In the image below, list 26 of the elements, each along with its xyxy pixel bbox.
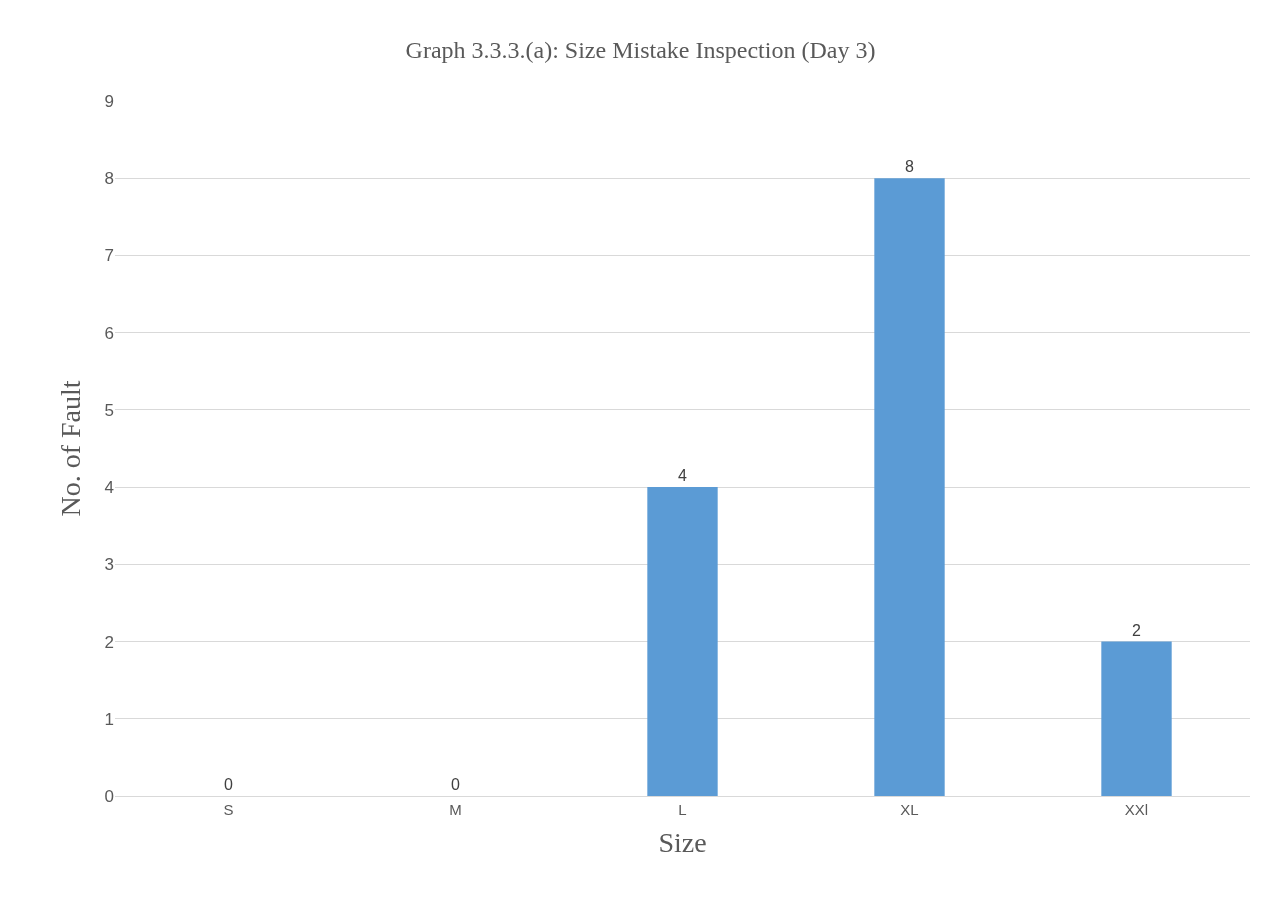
x-axis-title: Size — [658, 827, 707, 859]
bar — [1101, 641, 1172, 796]
x-tick-label: M — [449, 801, 462, 818]
data-label: 0 — [451, 776, 461, 793]
y-tick-label: 5 — [104, 400, 114, 420]
y-tick-label: 6 — [104, 323, 114, 343]
y-tick-label: 4 — [104, 478, 114, 498]
y-tick-label: 2 — [104, 632, 114, 652]
bar — [647, 487, 718, 796]
x-tick-label: XL — [900, 801, 919, 818]
data-label: 2 — [1132, 621, 1142, 639]
y-tick-label: 0 — [104, 786, 114, 806]
y-tick-label: 3 — [104, 555, 114, 575]
y-tick-label: 8 — [104, 169, 114, 189]
y-axis-title: No. of Fault — [55, 380, 87, 517]
data-label: 4 — [678, 467, 687, 485]
y-tick-label: 9 — [104, 91, 114, 111]
chart-title: Graph 3.3.3.(a): Size Mistake Inspection (Day 3) — [405, 37, 876, 64]
y-tick-label: 7 — [104, 246, 114, 266]
x-tick-label: L — [678, 801, 687, 818]
data-label: 8 — [905, 158, 915, 176]
y-tick-label: 1 — [104, 709, 114, 729]
data-label: 0 — [224, 776, 234, 793]
x-tick-label: XXl — [1124, 801, 1149, 818]
x-tick-label: S — [223, 801, 234, 818]
bar — [874, 178, 945, 796]
